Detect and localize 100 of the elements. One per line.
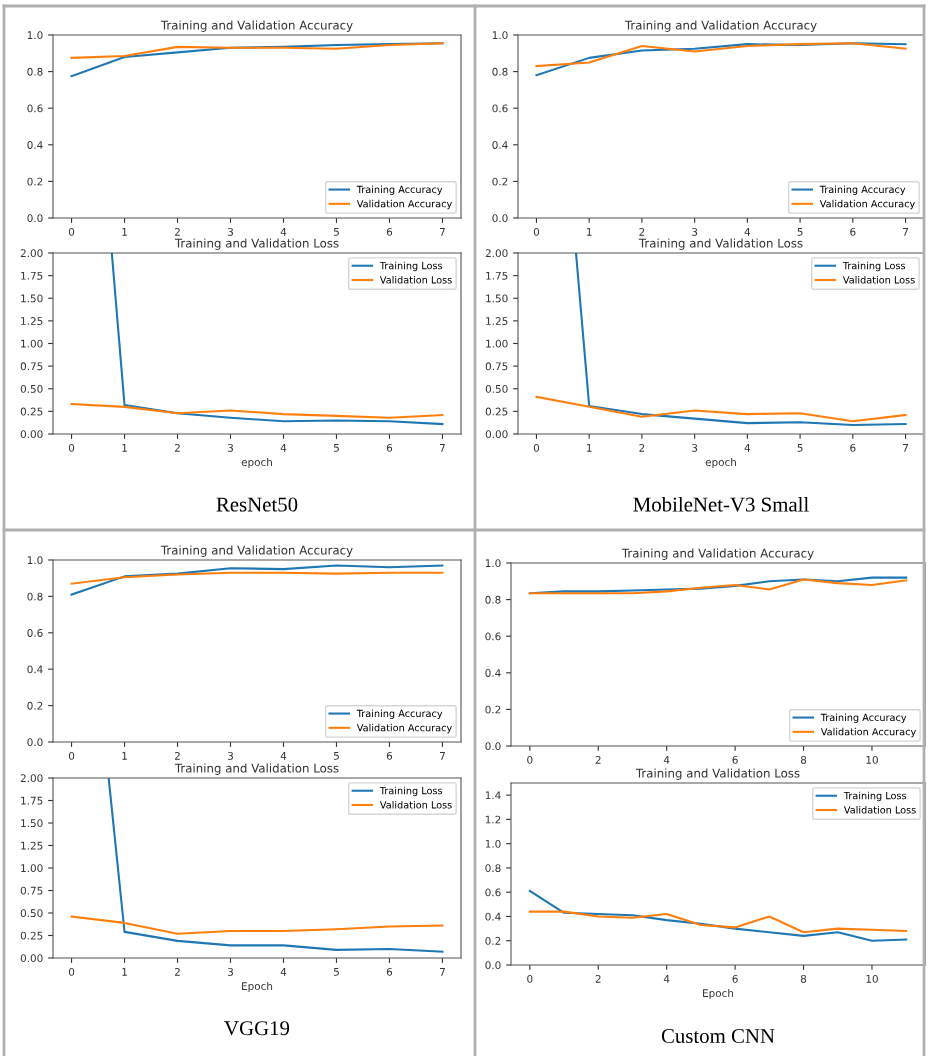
y-tick-label: 1.50: [486, 294, 508, 303]
x-tick-label: 3: [227, 967, 233, 976]
y-tick-label: 1.50: [21, 294, 43, 303]
y-tick-label: 0.8: [27, 67, 43, 76]
legend-label: Validation Loss: [842, 276, 915, 284]
legend-label: Training Loss: [379, 261, 443, 272]
chart-title: Training and Validation Loss: [174, 238, 339, 250]
x-tick-label: 0: [533, 227, 540, 236]
x-tick-label: 1: [587, 228, 592, 236]
x-axis-title: Epoch: [703, 988, 734, 1000]
x-axis-title: Epoch: [242, 981, 273, 993]
y-tick-label: 0.50: [20, 909, 43, 918]
y-tick-label: 0.00: [20, 954, 43, 963]
y-tick-label: 0.8: [27, 592, 43, 601]
x-tick-label: 0: [68, 751, 75, 760]
x-tick-label: 7: [903, 228, 908, 236]
x-tick-label: 5: [797, 444, 803, 452]
x-tick-label: 7: [903, 444, 908, 452]
legend-label: Validation Accuracy: [356, 199, 452, 210]
legend-label: Validation Accuracy: [820, 727, 916, 738]
x-tick-label: 0: [68, 227, 75, 236]
line-series: [528, 910, 908, 934]
x-axis-title: epoch: [241, 457, 272, 469]
legend-label: Training Accuracy: [819, 185, 906, 195]
y-tick-label: 0.8: [485, 864, 501, 873]
text: MobileNet-V3 Small: [633, 496, 809, 512]
y-tick-label: 0.50: [20, 384, 43, 393]
line-series: [70, 915, 444, 935]
x-tick-label: 10: [866, 974, 878, 983]
y-tick-label: 0.6: [485, 888, 501, 897]
y-tick-label: 0.75: [20, 886, 43, 895]
y-tick-label: 1.00: [21, 864, 43, 873]
y-tick-label: 1.25: [21, 841, 43, 850]
y-tick-label: 0.6: [27, 104, 43, 113]
x-tick-label: 1: [587, 444, 592, 452]
y-tick-label: 0.4: [27, 141, 43, 149]
x-tick-label: 3: [692, 443, 698, 452]
line-series: [70, 42, 444, 59]
y-tick-label: 2.00: [20, 249, 43, 258]
x-tick-label: 4: [744, 228, 751, 236]
x-tick-label: 6: [850, 443, 856, 452]
x-tick-label: 1: [122, 752, 127, 760]
y-tick-label: 1.75: [486, 271, 508, 280]
legend-label: Validation Loss: [843, 806, 916, 814]
x-tick-label: 5: [333, 228, 339, 236]
line-series: [535, 395, 907, 423]
x-tick-label: 2: [595, 755, 601, 764]
x-tick-label: 0: [68, 443, 75, 452]
text: ResNet50: [216, 497, 298, 512]
y-tick-label: 0.2: [485, 705, 501, 714]
y-tick-label: 1.0: [485, 559, 501, 568]
x-tick-label: 6: [386, 967, 393, 976]
x-tick-label: 7: [440, 444, 445, 452]
chart-title: Training and Validation Loss: [635, 768, 800, 780]
y-tick-label: 2.00: [20, 774, 43, 783]
x-tick-label: 1: [122, 228, 127, 236]
legend-label: Validation Loss: [379, 276, 452, 284]
x-tick-label: 8: [800, 755, 807, 764]
y-tick-label: 0.4: [492, 141, 508, 149]
y-tick-label: 0.4: [27, 665, 43, 674]
y-tick-label: 1.2: [485, 815, 501, 824]
x-tick-label: 7: [440, 752, 445, 760]
x-tick-label: 6: [386, 443, 393, 452]
x-tick-label: 2: [639, 227, 645, 236]
chart-title: Training and Validation Accuracy: [624, 20, 817, 32]
y-tick-label: 0.0: [27, 738, 43, 747]
chart-title: Training and Validation Loss: [638, 238, 803, 250]
x-tick-label: 10: [866, 755, 878, 764]
x-tick-label: 3: [227, 751, 233, 760]
y-tick-label: 0.75: [20, 362, 43, 371]
y-tick-label: 1.4: [485, 791, 501, 800]
x-tick-label: 7: [440, 228, 445, 236]
y-tick-label: 0.0: [27, 214, 43, 223]
legend-label: Validation Accuracy: [819, 199, 915, 210]
x-tick-label: 2: [174, 443, 180, 452]
y-tick-label: 0.0: [492, 214, 508, 223]
x-tick-label: 5: [797, 228, 803, 236]
x-tick-label: 2: [174, 751, 180, 760]
y-tick-label: 0.25: [20, 931, 43, 940]
x-tick-label: 1: [122, 444, 127, 452]
x-tick-label: 2: [595, 974, 601, 983]
legend-label: Validation Loss: [379, 801, 452, 809]
x-tick-label: 0: [527, 755, 533, 764]
x-tick-label: 6: [386, 227, 393, 236]
y-tick-label: 0.6: [27, 629, 43, 637]
x-tick-label: 8: [800, 974, 807, 983]
x-tick-label: 2: [174, 227, 180, 236]
y-tick-label: 1.50: [21, 819, 43, 828]
legend-label: Training Loss: [379, 786, 443, 797]
y-tick-label: 0.25: [20, 407, 43, 416]
x-tick-label: 6: [732, 974, 738, 983]
chart-title: Training and Validation Loss: [174, 763, 339, 775]
text: Custom CNN: [661, 1029, 775, 1044]
legend-label: Training Loss: [842, 261, 906, 272]
y-tick-label: 0.2: [27, 701, 43, 710]
line-series: [535, 42, 907, 68]
x-tick-label: 6: [386, 751, 393, 760]
y-tick-label: 0.8: [492, 67, 508, 76]
y-tick-label: 0.50: [485, 384, 508, 393]
y-tick-label: 0.8: [485, 595, 501, 604]
